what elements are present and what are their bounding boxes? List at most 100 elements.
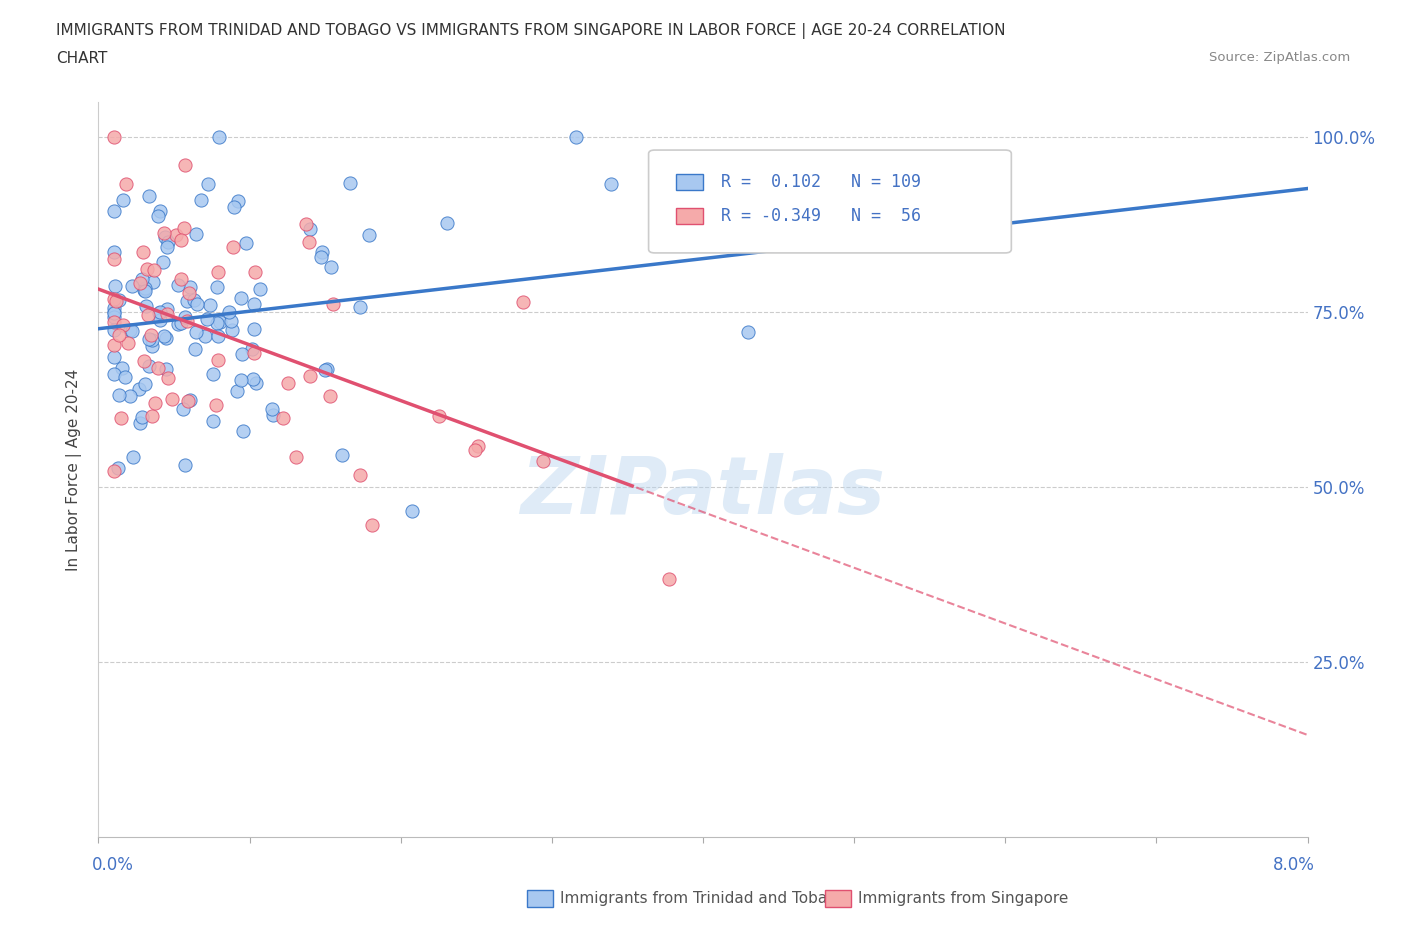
- Point: [262, 401, 284, 416]
- Point: [138, 188, 160, 203]
- FancyBboxPatch shape: [648, 150, 1011, 253]
- Point: [167, 277, 190, 292]
- Point: [330, 448, 353, 463]
- Point: [152, 255, 174, 270]
- Point: [152, 328, 174, 343]
- Text: Immigrants from Singapore: Immigrants from Singapore: [858, 891, 1069, 906]
- Point: [184, 325, 207, 339]
- Point: [155, 301, 177, 316]
- Point: [658, 571, 681, 586]
- Point: [207, 352, 229, 367]
- Point: [156, 240, 179, 255]
- Point: [311, 245, 333, 259]
- Point: [176, 293, 198, 308]
- Point: [112, 318, 135, 333]
- Point: [103, 245, 125, 259]
- Point: [359, 228, 381, 243]
- Point: [170, 232, 193, 247]
- Point: [401, 503, 423, 518]
- Point: [114, 370, 136, 385]
- Point: [135, 299, 157, 313]
- Point: [321, 259, 343, 274]
- Text: IMMIGRANTS FROM TRINIDAD AND TOBAGO VS IMMIGRANTS FROM SINGAPORE IN LABOR FORCE : IMMIGRANTS FROM TRINIDAD AND TOBAGO VS I…: [56, 23, 1005, 39]
- Text: CHART: CHART: [56, 51, 108, 66]
- Point: [141, 408, 163, 423]
- Point: [131, 410, 153, 425]
- Point: [195, 311, 218, 325]
- Point: [737, 325, 759, 339]
- Point: [179, 286, 201, 300]
- Point: [153, 226, 176, 241]
- Point: [299, 368, 322, 383]
- Text: 8.0%: 8.0%: [1272, 856, 1315, 873]
- Point: [108, 388, 131, 403]
- Point: [107, 293, 129, 308]
- Point: [121, 278, 143, 293]
- Point: [103, 366, 125, 381]
- Point: [221, 239, 243, 254]
- Point: [155, 330, 177, 345]
- Point: [129, 416, 152, 431]
- Point: [110, 410, 132, 425]
- Point: [157, 234, 180, 249]
- Point: [134, 354, 156, 369]
- Point: [531, 453, 554, 468]
- Point: [179, 392, 201, 407]
- Point: [318, 389, 340, 404]
- Point: [107, 460, 129, 475]
- Point: [194, 328, 217, 343]
- FancyBboxPatch shape: [676, 174, 703, 190]
- Point: [156, 306, 179, 321]
- Point: [141, 333, 163, 348]
- Point: [243, 322, 266, 337]
- Point: [134, 284, 156, 299]
- Point: [103, 291, 125, 306]
- Point: [225, 383, 247, 398]
- Point: [146, 208, 169, 223]
- Point: [115, 177, 138, 192]
- Point: [218, 305, 240, 320]
- Point: [135, 262, 157, 277]
- Point: [197, 176, 219, 191]
- Point: [224, 200, 246, 215]
- Point: [231, 346, 253, 361]
- Point: [298, 234, 321, 249]
- Point: [132, 245, 155, 259]
- Point: [186, 297, 208, 312]
- Point: [235, 235, 257, 250]
- Point: [262, 407, 284, 422]
- Point: [156, 371, 179, 386]
- Point: [183, 293, 205, 308]
- Point: [322, 297, 344, 312]
- Point: [141, 339, 163, 353]
- Point: [190, 193, 212, 207]
- Point: [166, 316, 188, 331]
- Point: [202, 366, 225, 381]
- Text: ZIPatlas: ZIPatlas: [520, 453, 886, 531]
- Point: [184, 341, 207, 356]
- Point: [160, 392, 183, 406]
- Point: [148, 306, 170, 321]
- Point: [205, 315, 228, 330]
- Point: [149, 305, 172, 320]
- Point: [143, 263, 166, 278]
- Text: Immigrants from Trinidad and Tobago: Immigrants from Trinidad and Tobago: [560, 891, 846, 906]
- Point: [229, 372, 252, 387]
- Text: 0.0%: 0.0%: [91, 856, 134, 873]
- Point: [118, 323, 141, 338]
- Point: [512, 294, 534, 309]
- Point: [295, 217, 318, 232]
- Point: [111, 193, 134, 207]
- Point: [207, 264, 229, 279]
- Point: [599, 177, 621, 192]
- Point: [173, 458, 195, 472]
- Point: [136, 308, 159, 323]
- Point: [173, 157, 195, 172]
- Text: Source: ZipAtlas.com: Source: ZipAtlas.com: [1209, 51, 1350, 64]
- Point: [209, 315, 232, 330]
- Point: [232, 423, 254, 438]
- Point: [299, 221, 322, 236]
- Point: [103, 252, 125, 267]
- Point: [271, 411, 294, 426]
- Point: [427, 409, 450, 424]
